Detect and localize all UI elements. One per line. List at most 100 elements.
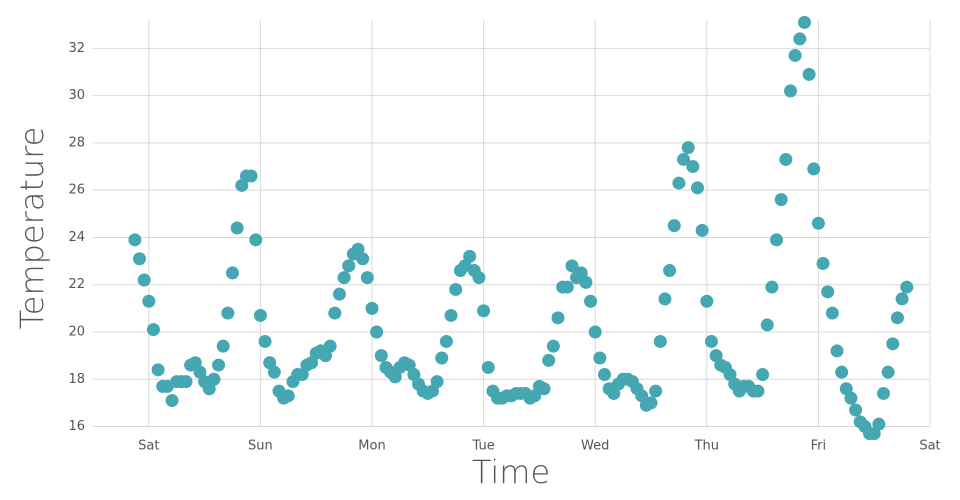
- point: [886, 337, 900, 351]
- point: [890, 311, 904, 325]
- x-tick-label: Sat: [919, 439, 940, 454]
- point: [793, 32, 807, 46]
- point: [356, 252, 370, 266]
- point: [811, 216, 825, 230]
- point: [816, 256, 830, 270]
- point: [212, 358, 226, 372]
- point: [165, 394, 179, 408]
- point: [565, 259, 579, 273]
- point: [584, 294, 598, 308]
- x-tick-label: Tue: [471, 439, 494, 454]
- point: [691, 181, 704, 195]
- point: [784, 84, 797, 98]
- point: [253, 308, 267, 322]
- y-tick-label: 22: [68, 277, 85, 292]
- point: [830, 344, 844, 358]
- point: [788, 48, 802, 62]
- point: [653, 334, 667, 348]
- point: [593, 351, 607, 365]
- y-tick-label: 16: [68, 419, 85, 434]
- y-tick-label: 24: [68, 230, 85, 245]
- point: [649, 384, 663, 398]
- point: [770, 233, 784, 247]
- point: [537, 382, 551, 396]
- point: [560, 280, 574, 294]
- point: [695, 223, 709, 237]
- point: [774, 193, 788, 207]
- point: [360, 271, 374, 285]
- point: [760, 318, 774, 332]
- point: [370, 325, 384, 339]
- point: [374, 349, 388, 363]
- point: [365, 301, 379, 315]
- x-tick-label: Wed: [581, 439, 609, 454]
- point: [133, 252, 146, 266]
- point: [677, 152, 691, 166]
- point: [342, 259, 356, 273]
- point: [779, 152, 793, 166]
- point: [323, 339, 337, 353]
- point: [439, 334, 453, 348]
- x-tick-label: Sun: [248, 439, 273, 454]
- point: [142, 294, 156, 308]
- point: [797, 15, 811, 29]
- point: [751, 384, 765, 398]
- point: [463, 249, 477, 263]
- y-tick-label: 32: [68, 41, 85, 56]
- point: [249, 233, 263, 247]
- point: [844, 391, 858, 405]
- x-tick-label: Sat: [138, 439, 159, 454]
- point: [872, 417, 886, 431]
- point: [137, 273, 151, 287]
- point: [900, 280, 914, 294]
- point: [151, 363, 165, 377]
- point: [765, 280, 779, 294]
- point: [672, 176, 686, 190]
- point: [226, 266, 239, 280]
- point: [881, 365, 895, 379]
- point: [807, 162, 821, 176]
- point: [588, 325, 602, 339]
- point: [472, 271, 486, 285]
- point: [244, 169, 258, 183]
- point: [430, 375, 444, 389]
- y-tick-label: 18: [68, 372, 85, 387]
- point: [481, 360, 495, 374]
- point: [686, 160, 700, 174]
- point: [644, 396, 658, 410]
- point: [546, 339, 560, 353]
- point: [435, 351, 449, 365]
- point: [598, 368, 611, 382]
- point: [146, 323, 160, 337]
- point: [681, 141, 695, 155]
- point: [704, 334, 718, 348]
- y-tick-label: 28: [68, 135, 85, 150]
- y-tick-label: 26: [68, 183, 85, 198]
- point: [756, 368, 770, 382]
- point: [551, 311, 565, 325]
- x-tick-label: Mon: [358, 439, 385, 454]
- point: [267, 365, 281, 379]
- x-axis-title: Time: [472, 453, 550, 491]
- y-axis-title: Temperature: [13, 127, 51, 330]
- point: [821, 285, 835, 299]
- point: [663, 264, 677, 278]
- point: [802, 67, 816, 81]
- point: [281, 389, 295, 403]
- point: [221, 306, 235, 320]
- point: [207, 372, 221, 386]
- x-tick-label: Thu: [694, 439, 719, 454]
- point: [444, 308, 458, 322]
- point: [128, 233, 142, 247]
- point: [877, 386, 890, 400]
- point: [835, 365, 849, 379]
- point: [477, 304, 491, 318]
- point: [337, 271, 351, 285]
- point: [332, 287, 346, 301]
- point: [328, 306, 342, 320]
- point: [542, 353, 556, 367]
- point: [895, 292, 909, 306]
- y-tick-label: 20: [68, 325, 85, 340]
- point: [825, 306, 839, 320]
- point: [579, 275, 593, 289]
